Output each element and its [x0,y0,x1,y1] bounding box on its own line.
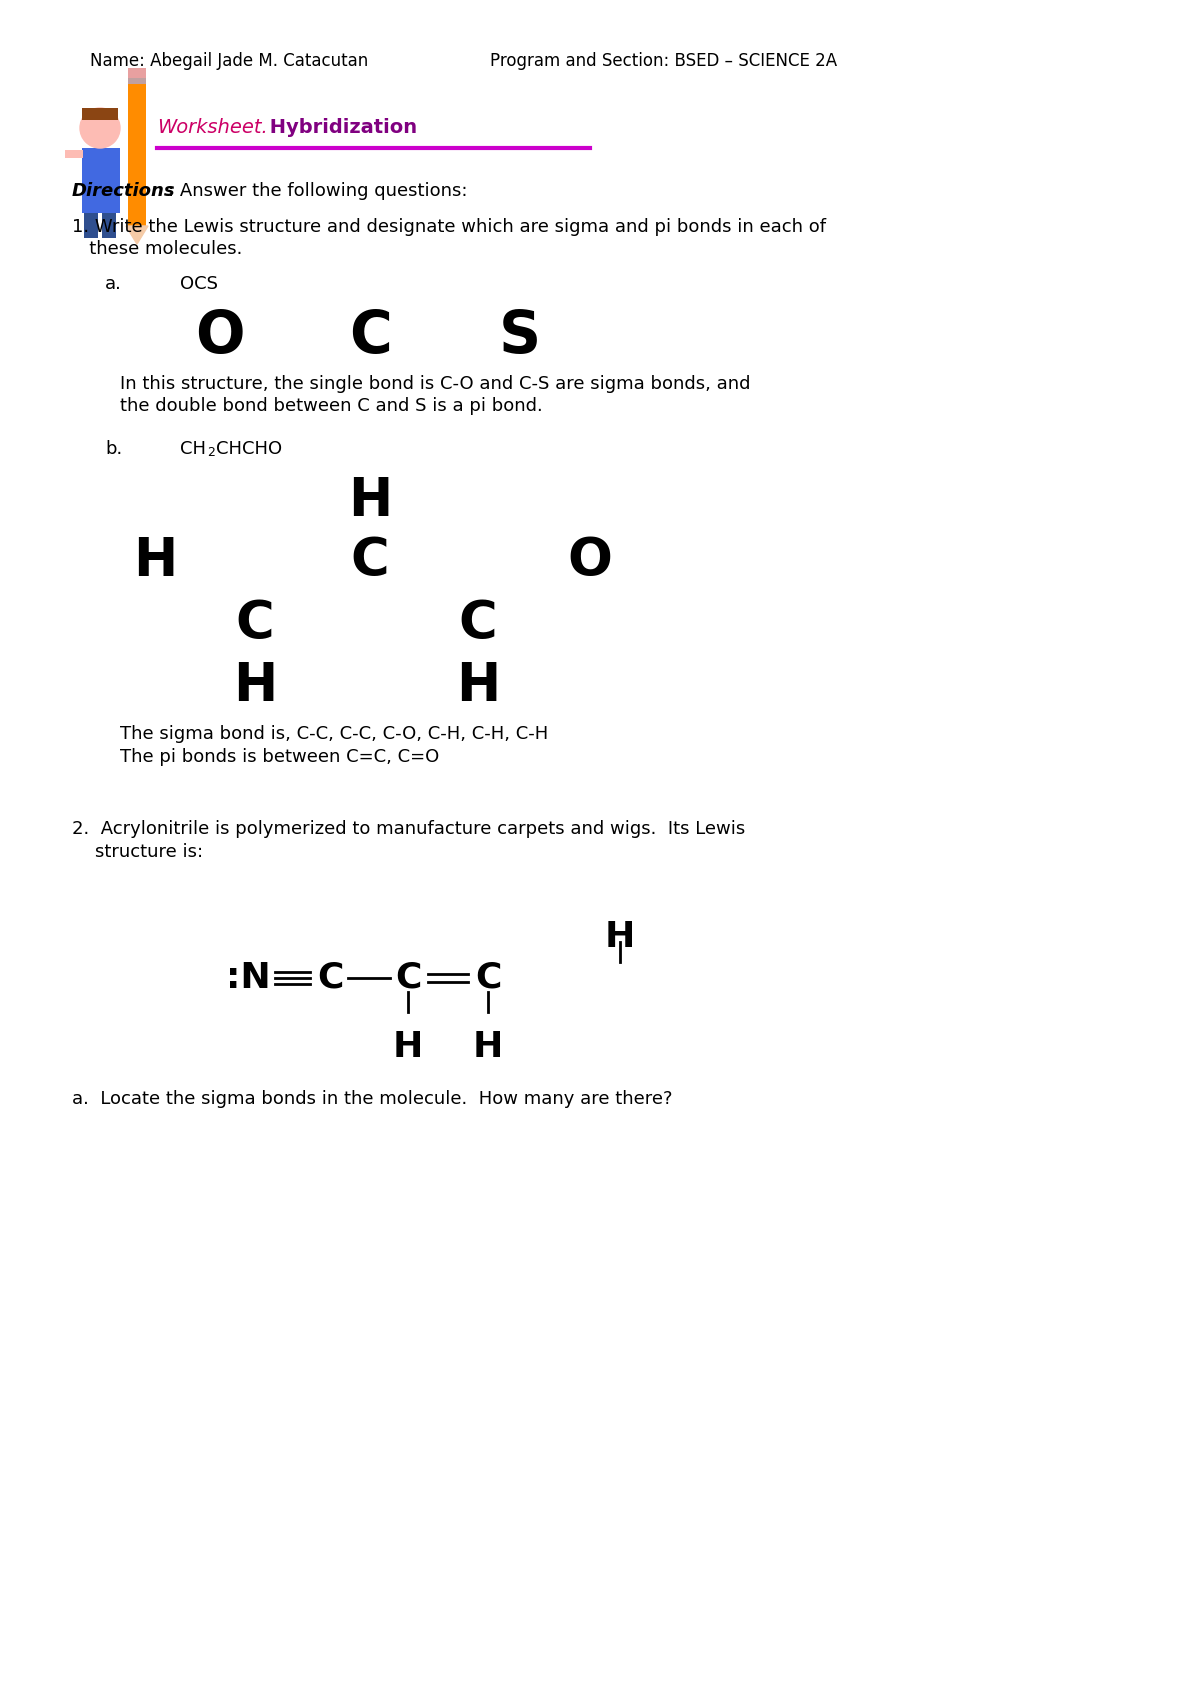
Text: In this structure, the single bond is C-O and C-S are sigma bonds, and: In this structure, the single bond is C-… [120,375,750,394]
Text: H: H [348,475,392,528]
Text: CH: CH [180,440,206,458]
Bar [128,78,146,226]
Text: C: C [458,597,497,650]
Text: Name: Abegail Jade M. Catacutan: Name: Abegail Jade M. Catacutan [90,53,368,70]
Text: a.: a. [106,275,122,294]
Text: C: C [350,535,389,587]
Text: 2.  Acrylonitrile is polymerized to manufacture carpets and wigs.  Its Lewis: 2. Acrylonitrile is polymerized to manuf… [72,820,745,838]
Text: C: C [317,961,343,994]
Text: H: H [392,1030,424,1064]
Circle shape [80,109,120,148]
Text: H: H [473,1030,503,1064]
Text: OCS: OCS [180,275,218,294]
Text: C: C [235,597,275,650]
Text: CHCHO: CHCHO [216,440,282,458]
Text: C: C [349,307,391,365]
Text: Directions: Directions [72,182,175,200]
Text: S: S [499,307,541,365]
Text: H: H [233,660,277,713]
Bar [65,149,83,158]
Text: C: C [475,961,502,994]
Text: : Answer the following questions:: : Answer the following questions: [168,182,468,200]
Text: Worksheet.: Worksheet. [157,119,268,137]
Bar [128,78,146,83]
Text: H: H [456,660,500,713]
Text: H: H [133,535,178,587]
Polygon shape [126,226,148,244]
Text: The sigma bond is, C-C, C-C, C-O, C-H, C-H, C-H: The sigma bond is, C-C, C-C, C-O, C-H, C… [120,725,548,743]
Text: these molecules.: these molecules. [72,239,242,258]
Text: a.  Locate the sigma bonds in the molecule.  How many are there?: a. Locate the sigma bonds in the molecul… [72,1089,672,1108]
Bar [82,148,120,214]
Text: Program and Section: BSED – SCIENCE 2A: Program and Section: BSED – SCIENCE 2A [490,53,838,70]
Text: structure is:: structure is: [72,843,203,860]
Text: :N: :N [226,961,270,994]
Bar [82,109,118,120]
Bar [84,214,98,238]
Bar [102,214,116,238]
Text: 1. Write the Lewis structure and designate which are sigma and pi bonds in each : 1. Write the Lewis structure and designa… [72,217,826,236]
Text: Hybridization: Hybridization [263,119,418,137]
Text: C: C [395,961,421,994]
Text: O: O [196,307,245,365]
Bar [128,68,146,78]
Text: The pi bonds is between C=C, C=O: The pi bonds is between C=C, C=O [120,748,439,765]
Text: the double bond between C and S is a pi bond.: the double bond between C and S is a pi … [120,397,542,416]
Text: 2: 2 [208,446,215,458]
Text: H: H [605,920,635,954]
Text: O: O [568,535,612,587]
Text: b.: b. [106,440,122,458]
